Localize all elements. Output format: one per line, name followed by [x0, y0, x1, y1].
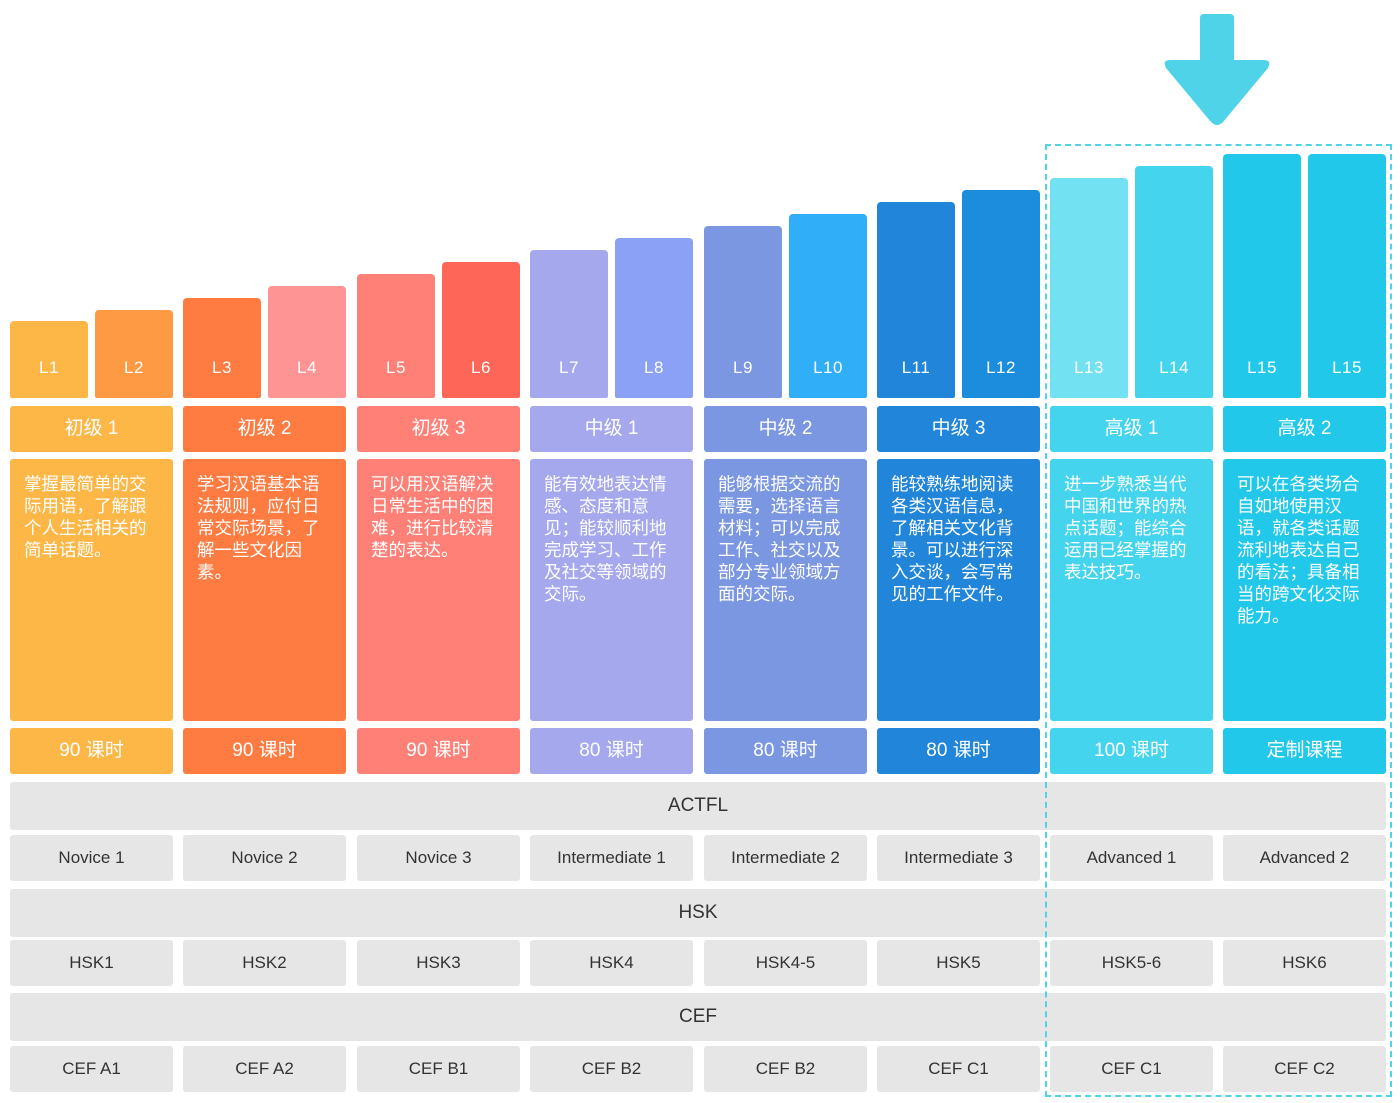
level-bar-label: L12: [986, 358, 1016, 377]
level-bar-label: L3: [212, 358, 232, 377]
actfl-level-cell: Advanced 1: [1050, 835, 1213, 881]
level-bar: L11: [877, 202, 955, 398]
level-bar: L6: [442, 262, 520, 398]
actfl-level-cell: Novice 3: [357, 835, 520, 881]
hsk-level-cell: HSK3: [357, 940, 520, 986]
level-bar-label: L8: [644, 358, 664, 377]
cef-level-cell: CEF A2: [183, 1046, 346, 1092]
level-bar: L10: [789, 214, 867, 398]
hsk-level-cell: HSK5: [877, 940, 1040, 986]
cef-header: CEF: [10, 993, 1386, 1041]
level-group-label: 高级 1: [1050, 406, 1213, 452]
actfl-level-cell: Intermediate 3: [877, 835, 1040, 881]
level-bar-label: L14: [1159, 358, 1189, 377]
down-arrow-icon: [1164, 14, 1270, 125]
course-hours: 80 课时: [877, 728, 1040, 774]
level-bar: L3: [183, 298, 261, 398]
level-bar: L8: [615, 238, 693, 398]
level-bar-label: L1: [39, 358, 59, 377]
level-bar: L13: [1050, 178, 1128, 398]
level-bar-label: L5: [386, 358, 406, 377]
level-group-label: 中级 3: [877, 406, 1040, 452]
level-group-label: 初级 3: [357, 406, 520, 452]
level-bar: L2: [95, 310, 173, 398]
actfl-level-cell: Intermediate 2: [704, 835, 867, 881]
level-bar-label: L11: [901, 358, 931, 377]
level-group-label: 高级 2: [1223, 406, 1386, 452]
level-bar-label: L6: [471, 358, 491, 377]
course-hours: 90 课时: [10, 728, 173, 774]
level-bar-label: L15: [1332, 358, 1362, 377]
actfl-level-cell: Intermediate 1: [530, 835, 693, 881]
level-description: 能够根据交流的需要，选择语言材料；可以完成工作、社交以及部分专业领域方面的交际。: [704, 459, 867, 721]
level-group-label: 初级 2: [183, 406, 346, 452]
course-hours: 80 课时: [704, 728, 867, 774]
cef-level-cell: CEF B2: [530, 1046, 693, 1092]
course-hours: 80 课时: [530, 728, 693, 774]
hsk-level-cell: HSK4: [530, 940, 693, 986]
level-bar: L15: [1223, 154, 1301, 398]
level-group-label: 初级 1: [10, 406, 173, 452]
level-description: 学习汉语基本语法规则，应付日常交际场景，了解一些文化因素。: [183, 459, 346, 721]
level-description: 掌握最简单的交际用语，了解跟个人生活相关的简单话题。: [10, 459, 173, 721]
actfl-header: ACTFL: [10, 782, 1386, 830]
course-hours: 90 课时: [183, 728, 346, 774]
course-hours: 90 课时: [357, 728, 520, 774]
hsk-header: HSK: [10, 889, 1386, 937]
level-bar: L1: [10, 321, 88, 398]
level-bar: L15: [1308, 154, 1386, 398]
level-bar-label: L9: [733, 358, 753, 377]
actfl-level-cell: Novice 1: [10, 835, 173, 881]
cef-level-cell: CEF C2: [1223, 1046, 1386, 1092]
level-bar-label: L13: [1074, 358, 1104, 377]
cef-level-cell: CEF C1: [1050, 1046, 1213, 1092]
level-group-label: 中级 1: [530, 406, 693, 452]
level-description: 可以用汉语解决日常生活中的困难，进行比较清楚的表达。: [357, 459, 520, 721]
level-bar: L14: [1135, 166, 1213, 398]
level-bar: L7: [530, 250, 608, 398]
level-bar: L5: [357, 274, 435, 398]
level-bar: L12: [962, 190, 1040, 398]
level-bar-label: L7: [559, 358, 579, 377]
hsk-level-cell: HSK5-6: [1050, 940, 1213, 986]
hsk-level-cell: HSK4-5: [704, 940, 867, 986]
actfl-level-cell: Advanced 2: [1223, 835, 1386, 881]
course-hours: 100 课时: [1050, 728, 1213, 774]
cef-level-cell: CEF A1: [10, 1046, 173, 1092]
course-hours: 定制课程: [1223, 728, 1386, 774]
level-bar: L9: [704, 226, 782, 398]
level-description: 进一步熟悉当代中国和世界的热点话题；能综合运用已经掌握的表达技巧。: [1050, 459, 1213, 721]
hsk-level-cell: HSK6: [1223, 940, 1386, 986]
level-description: 能有效地表达情感、态度和意见；能较顺利地完成学习、工作及社交等领域的交际。: [530, 459, 693, 721]
level-group-label: 中级 2: [704, 406, 867, 452]
level-bar-label: L4: [297, 358, 317, 377]
actfl-level-cell: Novice 2: [183, 835, 346, 881]
hsk-level-cell: HSK1: [10, 940, 173, 986]
level-bar-label: L2: [124, 358, 144, 377]
level-bar-label: L15: [1247, 358, 1277, 377]
level-description: 能较熟练地阅读各类汉语信息，了解相关文化背景。可以进行深入交谈，会写常见的工作文…: [877, 459, 1040, 721]
level-description: 可以在各类场合自如地使用汉语，就各类话题流利地表达自己的看法；具备相当的跨文化交…: [1223, 459, 1386, 721]
cef-level-cell: CEF C1: [877, 1046, 1040, 1092]
level-bar: L4: [268, 286, 346, 398]
level-bar-label: L10: [813, 358, 843, 377]
cef-level-cell: CEF B1: [357, 1046, 520, 1092]
hsk-level-cell: HSK2: [183, 940, 346, 986]
cef-level-cell: CEF B2: [704, 1046, 867, 1092]
